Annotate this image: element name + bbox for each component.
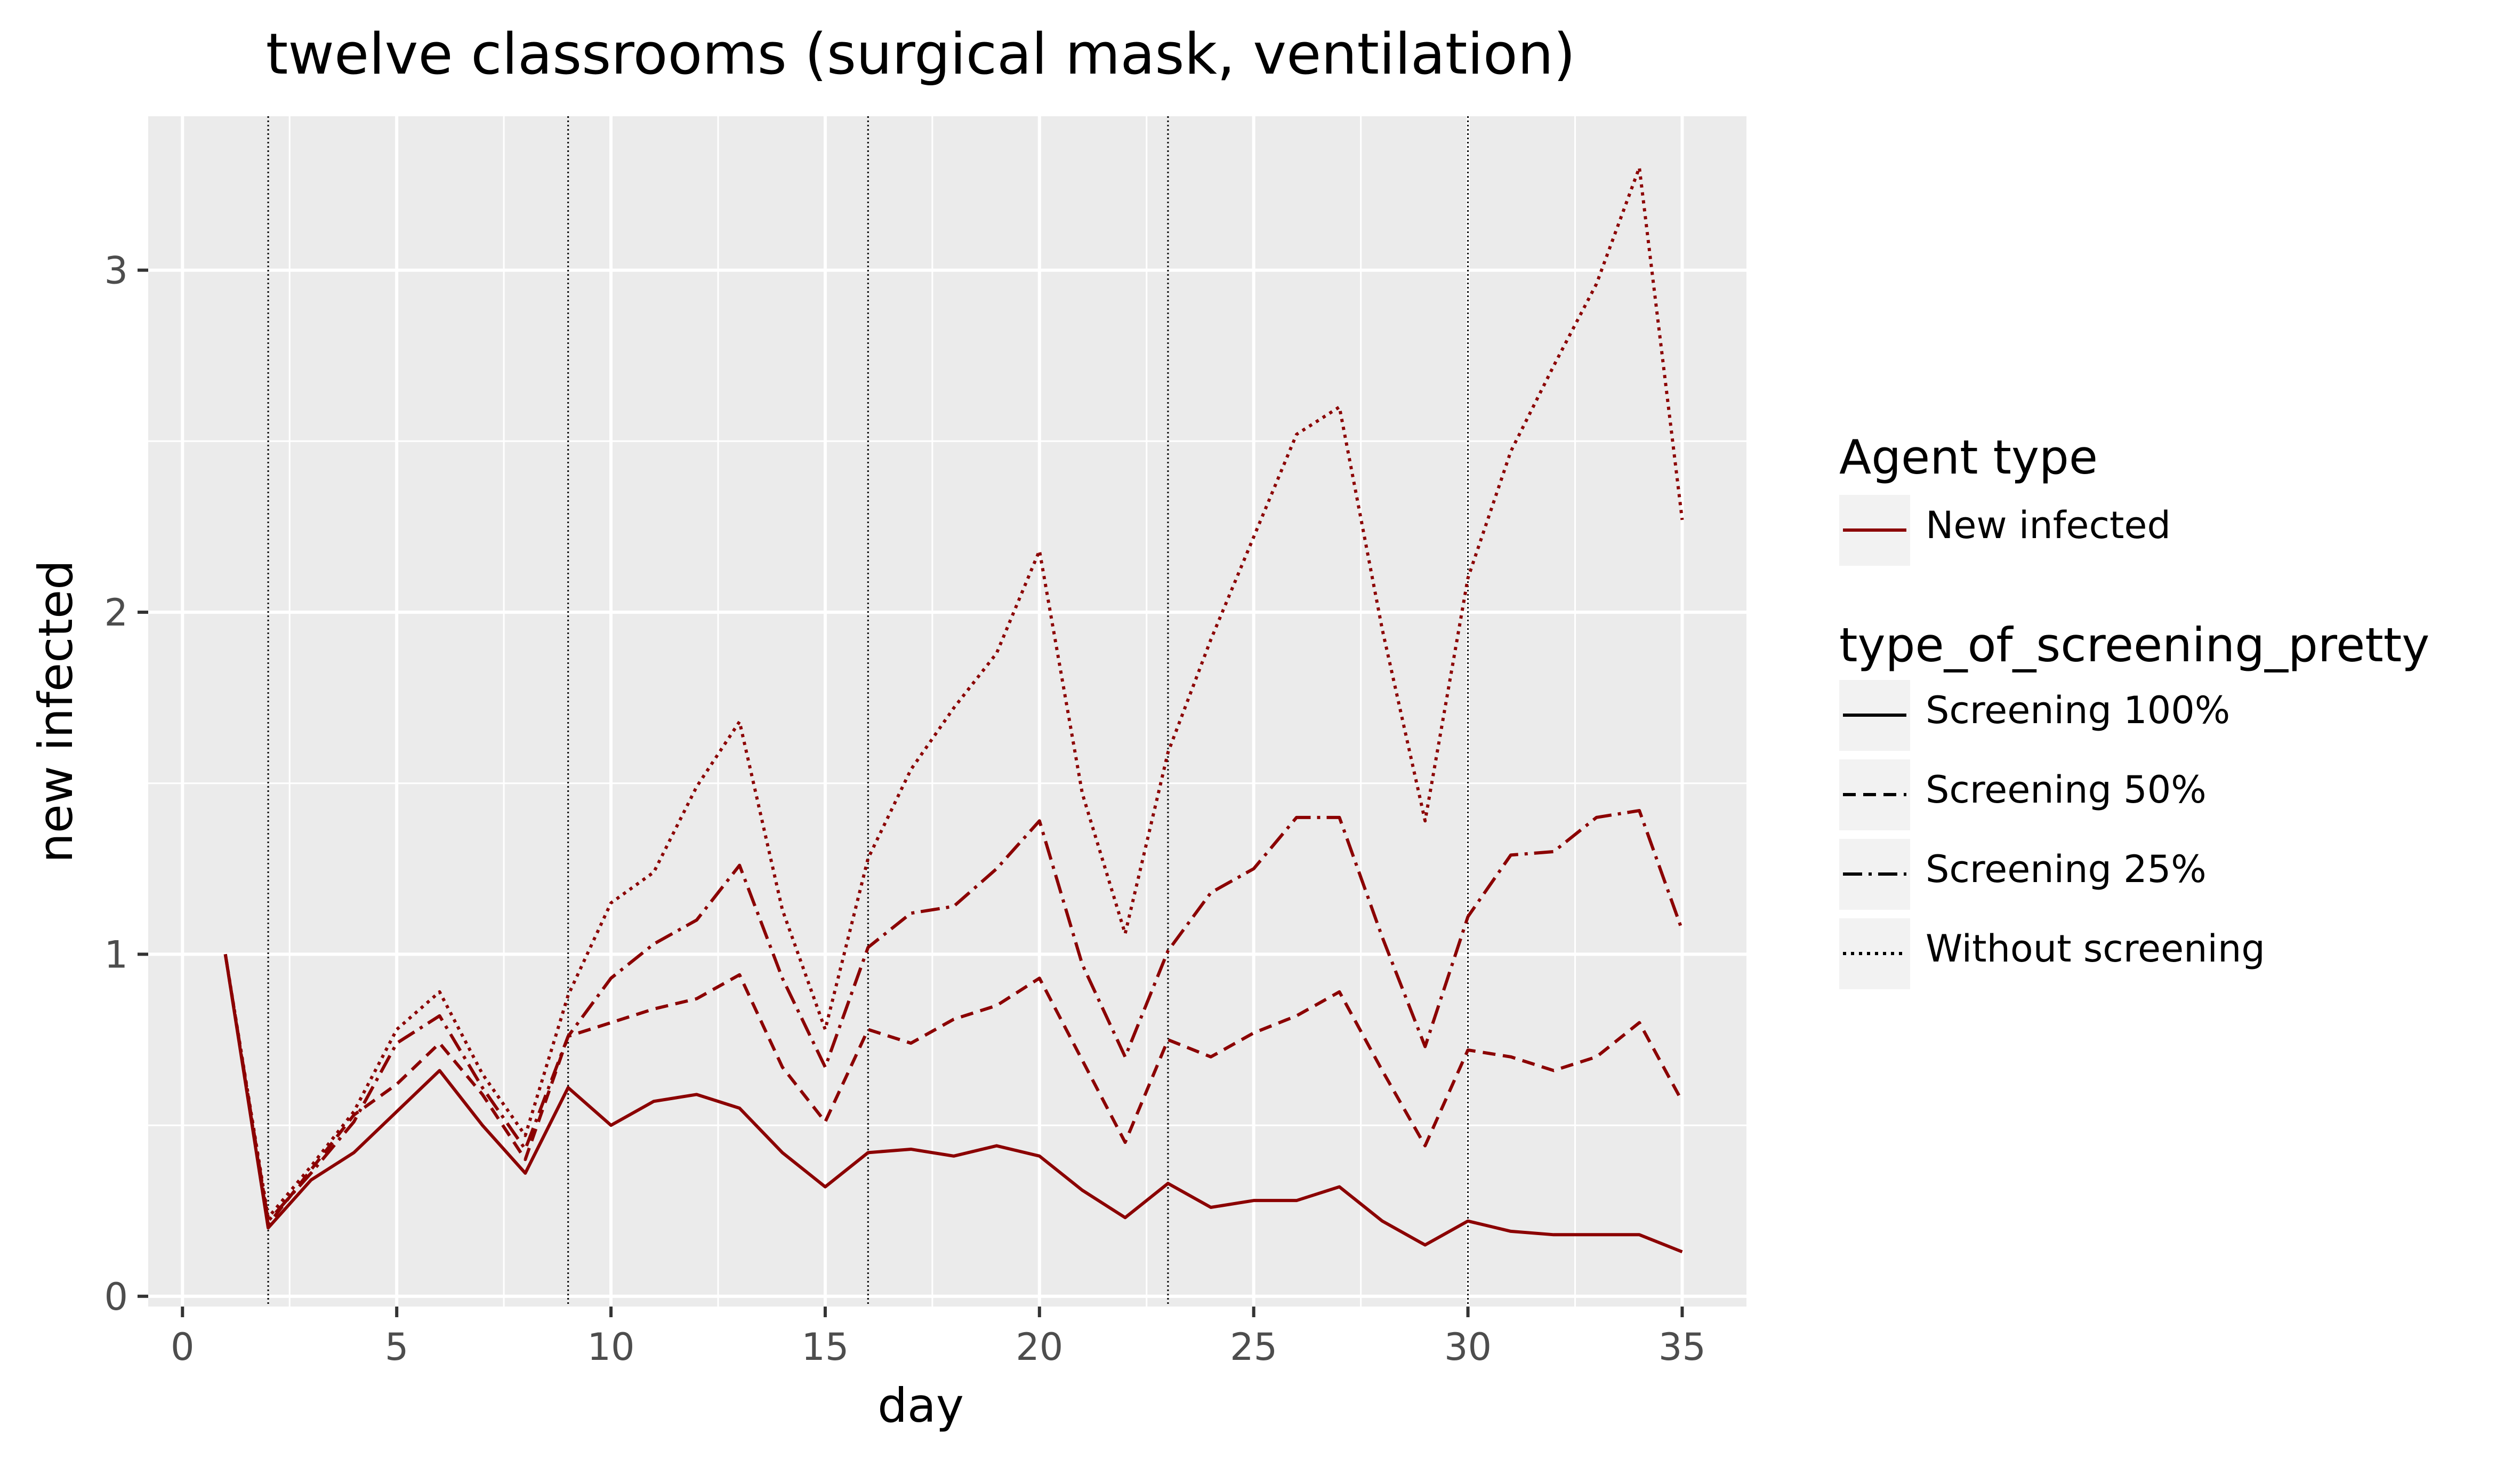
x-tick-label: 20: [1016, 1325, 1063, 1369]
x-tick-label: 15: [801, 1325, 849, 1369]
x-axis-title: day: [877, 1378, 964, 1433]
legend-color-title: Agent type: [1839, 430, 2098, 485]
x-tick-label: 35: [1658, 1325, 1706, 1369]
plot-panel: [148, 116, 1746, 1307]
minor-gridlines: [148, 116, 1746, 1307]
series-line-dashed: [223, 954, 1684, 1227]
chart-title: twelve classrooms (surgical mask, ventil…: [266, 21, 1576, 87]
series-lines: [223, 166, 1684, 1254]
major-gridlines: [148, 116, 1746, 1307]
x-tick-label: 10: [587, 1325, 635, 1369]
y-tick-label: 1: [104, 933, 128, 976]
legend-label-linetype: Screening 100%: [1926, 688, 2230, 732]
series-line-solid: [223, 954, 1683, 1254]
legend-label-linetype: Without screening: [1926, 927, 2265, 971]
y-tick-label: 3: [104, 249, 128, 293]
legend-label-linetype: Screening 50%: [1926, 768, 2207, 812]
legend-linetype-title: type_of_screening_pretty: [1839, 618, 2429, 672]
x-tick-label: 30: [1444, 1325, 1492, 1369]
y-tick-label: 0: [104, 1275, 128, 1319]
legend: Agent type New infected type_of_screenin…: [1839, 430, 2429, 989]
legend-label-linetype: Screening 25%: [1926, 847, 2207, 891]
series-line-dotted: [223, 166, 1684, 1220]
x-tick-label: 0: [171, 1325, 195, 1369]
x-tick-label: 5: [385, 1325, 409, 1369]
x-tick-label: 25: [1230, 1325, 1277, 1369]
y-tick-label: 2: [104, 591, 128, 635]
y-axis-title: new infected: [28, 560, 83, 863]
legend-label-new-infected: New infected: [1926, 503, 2171, 547]
axis-ticks: 0 5 10 15 20 25 30 35 0 1 2 3: [104, 249, 1706, 1369]
